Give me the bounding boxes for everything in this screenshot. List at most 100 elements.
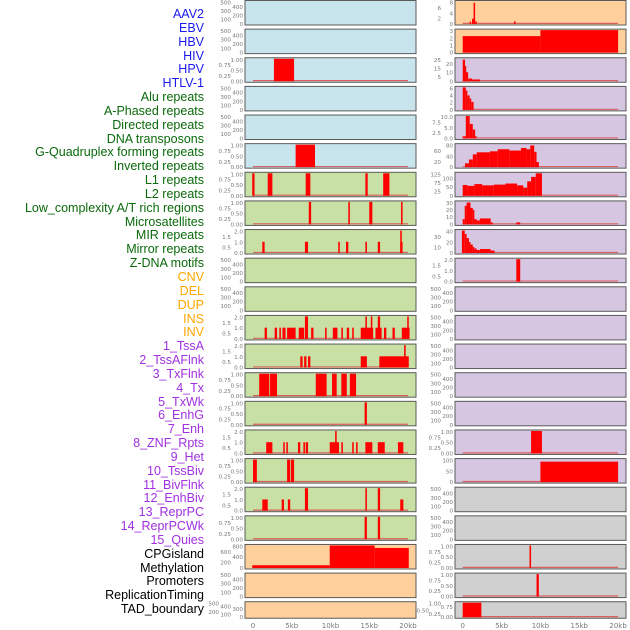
y-tick-label: 100 <box>442 177 453 183</box>
data-bar <box>467 95 470 110</box>
x-tick-label: 5kb <box>285 622 299 630</box>
track-label: ReplicationTiming <box>105 588 204 603</box>
y-tick-label: 0 <box>449 79 453 85</box>
y-tick-label: 0 <box>449 108 453 114</box>
panel-left <box>244 314 417 341</box>
y-tick-label: 300 <box>430 295 441 301</box>
track-label: Low_complexity A/T rich regions <box>24 200 204 215</box>
y-tick-label: 300 <box>430 496 441 502</box>
y-tick-label: 20 <box>446 62 454 68</box>
panel-left <box>244 400 417 427</box>
data-bar <box>529 545 532 568</box>
y-tick-label: 800 <box>232 544 243 550</box>
data-bar <box>370 316 373 339</box>
y-tick-label: 10 <box>446 215 454 221</box>
data-bar <box>462 36 541 53</box>
y-tick-label: 500 <box>430 401 441 407</box>
y-tick-label: 1.0 <box>234 326 243 332</box>
x-tick-label: 5kb <box>495 622 509 630</box>
y-tick-label: 5.0 <box>444 126 453 132</box>
panel-left <box>244 57 417 83</box>
data-bar <box>374 547 409 568</box>
y-tick-label: 400 <box>442 406 453 412</box>
data-bar <box>283 442 285 454</box>
data-bar <box>311 327 314 339</box>
y-tick-label: 0 <box>239 615 243 621</box>
y-tick-label: 0.50 <box>441 555 454 561</box>
x-tick-label: 0 <box>460 622 464 630</box>
data-bar <box>527 181 532 196</box>
data-bar <box>290 459 295 483</box>
data-bar <box>466 238 469 254</box>
y-tick-label: 2 <box>437 17 441 23</box>
y-tick-label: 200 <box>442 357 453 363</box>
y-tick-label: 0 <box>449 366 453 372</box>
data-bar <box>523 187 528 196</box>
track-label: 10_TssBiv <box>147 463 204 478</box>
data-bar <box>467 185 475 196</box>
data-bar <box>400 230 402 254</box>
data-bar <box>520 147 527 168</box>
y-tick-label: 200 <box>442 414 453 420</box>
y-tick-label: 0.0 <box>234 451 243 457</box>
panel-right <box>454 314 627 341</box>
x-tick-label: 20kb <box>609 622 627 630</box>
panel-left <box>244 143 417 169</box>
y-tick-label: 1.5 <box>222 435 231 441</box>
y-tick-label: 0.50 <box>231 183 244 189</box>
data-bar <box>305 442 309 454</box>
y-tick-label: 0 <box>449 194 453 200</box>
data-bar <box>297 442 301 454</box>
data-bar <box>335 430 337 454</box>
y-tick-label: 0.00 <box>231 537 244 543</box>
y-tick-label: 0 <box>239 51 243 57</box>
y-tick-label: 400 <box>220 604 231 610</box>
y-tick-label: 0.00 <box>441 595 454 601</box>
y-tick-label: 200 <box>232 586 243 592</box>
data-bar <box>470 244 473 254</box>
y-tick-label: 0.25 <box>219 417 232 423</box>
data-bar <box>476 152 490 168</box>
y-tick-label: 0.75 <box>219 407 232 413</box>
y-tick-label: 400 <box>232 577 243 583</box>
y-tick-label: 400 <box>442 520 453 526</box>
y-tick-label: 0.75 <box>429 435 442 441</box>
y-tick-label: 100 <box>220 275 231 281</box>
y-tick-label: 2.0 <box>234 344 243 350</box>
data-bar <box>462 184 468 196</box>
panel-right <box>454 515 627 541</box>
track-label: 2_TssAFlnk <box>139 353 204 368</box>
y-tick-label: 0 <box>239 308 243 314</box>
panel-left <box>244 114 417 141</box>
track-label: Inverted repeats <box>113 159 204 174</box>
y-tick-label: 0.0 <box>444 280 453 286</box>
y-tick-label: 0 <box>449 251 453 257</box>
y-tick-label: 0.50 <box>231 527 244 533</box>
y-tick-label: 400 <box>232 291 243 297</box>
track-label: 6_EnhG <box>158 408 204 423</box>
y-tick-label: 200 <box>232 128 243 134</box>
y-tick-label: 1.00 <box>231 172 244 178</box>
y-tick-label: 30 <box>434 235 442 241</box>
data-bar <box>466 202 471 225</box>
y-tick-label: 0.5 <box>222 360 231 366</box>
data-bar <box>364 402 367 425</box>
data-bar <box>364 516 367 540</box>
y-tick-label: 0.50 <box>231 154 244 160</box>
data-bar <box>475 136 477 139</box>
y-tick-label: 100 <box>430 361 441 367</box>
panel-left <box>244 601 417 619</box>
track-label: CNV <box>177 269 204 284</box>
y-tick-label: 500 <box>430 287 441 293</box>
panel-left <box>244 515 417 541</box>
y-tick-label: 200 <box>208 610 219 616</box>
data-bar <box>469 21 471 24</box>
y-tick-label: 0 <box>449 394 453 400</box>
track-label: A-Phased repeats <box>103 103 204 118</box>
y-tick-label: 500 <box>220 573 231 579</box>
data-bar <box>266 442 273 454</box>
y-tick-label: 500 <box>430 315 441 321</box>
data-bar <box>404 345 406 368</box>
data-bar <box>383 327 387 339</box>
data-bar <box>472 79 480 82</box>
